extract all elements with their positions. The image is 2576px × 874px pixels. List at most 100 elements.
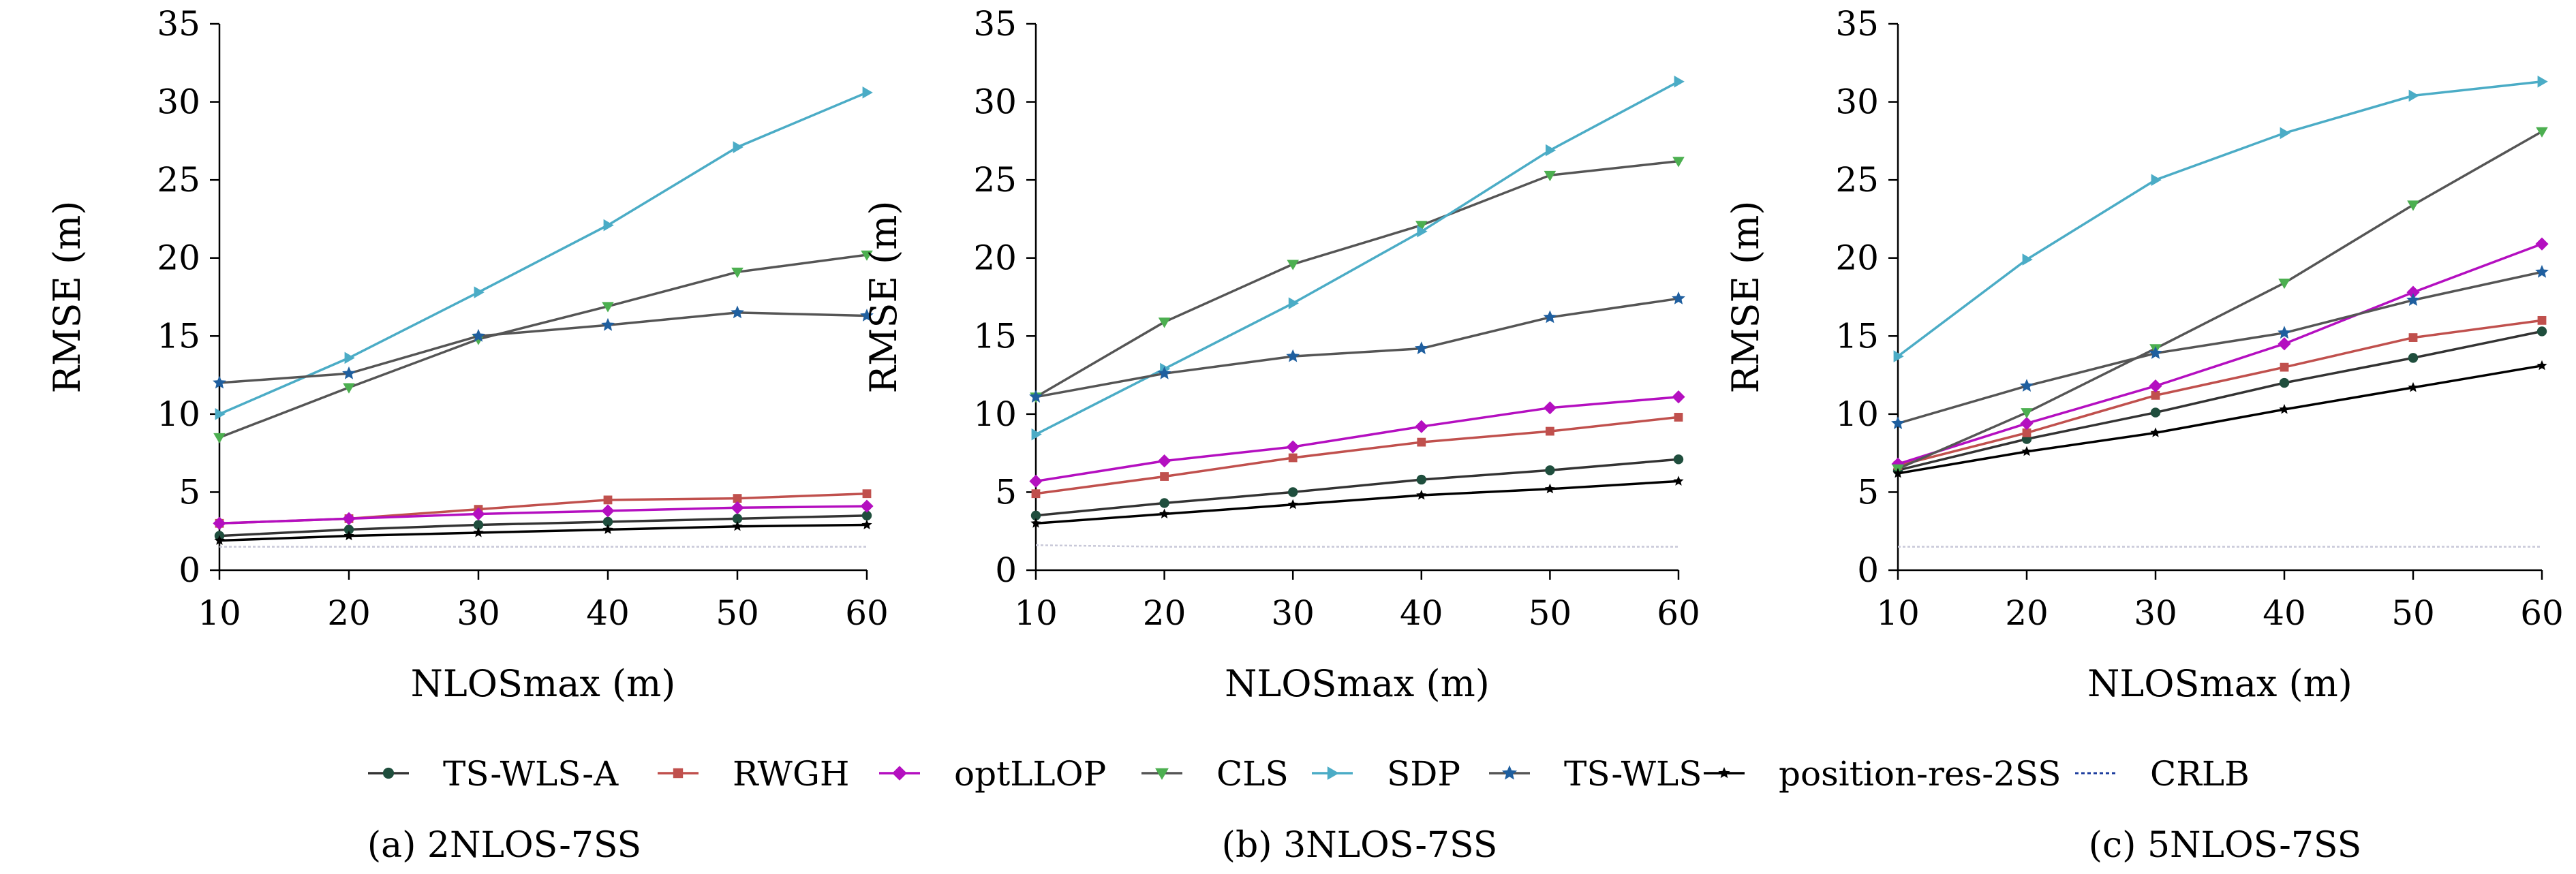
data-point-position-res-2ss xyxy=(1416,490,1427,500)
series-line-position-res-2ss xyxy=(1035,480,1679,525)
data-point-rwgh xyxy=(1160,472,1169,481)
chart-panel-2: 0 5 10 15 20 25 30 35 10 20 30 40 50 60 NLOSmax (m) RMS… xyxy=(862,4,1700,705)
x-axis-label: NLOSmax (m) xyxy=(411,662,676,705)
data-point-rwgh xyxy=(733,494,742,503)
series-cls xyxy=(213,250,873,444)
series-ts-wls xyxy=(1891,264,2549,429)
y-tick-label: 25 xyxy=(973,160,1017,200)
y-tick-label: 10 xyxy=(973,394,1017,434)
data-point-optllop xyxy=(1672,390,1685,404)
series-line-ts-wls-a xyxy=(219,514,868,537)
data-point-sdp xyxy=(2408,89,2419,102)
data-point-cls xyxy=(731,267,743,279)
x-tick-label: 10 xyxy=(1876,593,1920,633)
y-tick-label: 20 xyxy=(157,238,200,278)
data-point-rwgh xyxy=(862,489,872,499)
y-tick-label: 5 xyxy=(1857,472,1879,512)
data-point-ts-wls xyxy=(2278,326,2291,339)
data-point-ts-wls-a xyxy=(1673,454,1684,465)
y-tick-label: 5 xyxy=(179,472,200,512)
data-point-sdp xyxy=(1288,297,1299,309)
data-point-ts-wls xyxy=(2406,293,2420,306)
data-point-optllop xyxy=(1029,474,1043,488)
data-point-position-res-2ss xyxy=(2021,446,2032,456)
data-point-optllop xyxy=(2535,237,2549,251)
y-tick-label: 20 xyxy=(1835,238,1879,278)
legend-label: TS-WLS xyxy=(1564,754,1702,794)
data-point-cls xyxy=(602,302,614,313)
x-tick-label: 10 xyxy=(198,593,241,633)
legend-label: RWGH xyxy=(733,754,849,794)
x-tick-label: 40 xyxy=(2263,593,2306,633)
data-point-rwgh xyxy=(1674,413,1683,422)
data-point-rwgh xyxy=(603,495,613,505)
legend-marker xyxy=(1327,766,1339,780)
x-tick-label: 50 xyxy=(2391,593,2435,633)
data-point-ts-wls xyxy=(860,309,874,322)
legend-item-sdp: SDP xyxy=(1312,754,1460,794)
data-point-sdp xyxy=(603,219,614,232)
data-point-sdp xyxy=(344,352,355,364)
data-point-rwgh xyxy=(1288,453,1298,463)
data-point-ts-wls-a xyxy=(2279,377,2290,388)
data-point-sdp xyxy=(862,87,873,99)
data-point-ts-wls xyxy=(601,317,615,331)
y-tick-label: 5 xyxy=(995,472,1017,512)
data-point-position-res-2ss xyxy=(1159,508,1170,518)
data-point-ts-wls xyxy=(472,328,485,342)
data-point-sdp xyxy=(215,408,226,420)
data-point-position-res-2ss xyxy=(1673,475,1684,486)
captions: (a) 2NLOS-7SS (b) 3NLOS-7SS (c) 5NLOS-7SS xyxy=(367,825,2361,866)
data-point-rwgh xyxy=(1031,489,1041,499)
data-point-ts-wls-a xyxy=(1545,465,1555,475)
series-cls xyxy=(1892,127,2548,475)
data-point-ts-wls xyxy=(213,375,226,389)
y-tick-label: 0 xyxy=(1857,550,1879,590)
series-optllop xyxy=(1891,237,2549,471)
data-point-sdp xyxy=(2151,174,2162,186)
data-point-optllop xyxy=(1415,420,1428,433)
data-point-position-res-2ss xyxy=(343,530,354,541)
data-point-ts-wls-a xyxy=(1416,474,1426,485)
y-tick-label: 35 xyxy=(157,4,200,44)
series-sdp xyxy=(215,87,873,420)
series-ts-wls-a xyxy=(214,510,872,541)
x-axis-label: NLOSmax (m) xyxy=(1225,662,1490,705)
legend-item-ts-wls: TS-WLS xyxy=(1489,754,1702,794)
series-line-rwgh xyxy=(1897,319,2543,467)
data-point-sdp xyxy=(1417,225,1428,238)
data-point-sdp xyxy=(2280,127,2290,140)
series-line-ts-wls xyxy=(1897,270,2543,425)
x-tick-label: 60 xyxy=(2520,593,2564,633)
data-point-ts-wls-a xyxy=(2150,407,2161,418)
panel-caption-3: (c) 5NLOS-7SS xyxy=(2089,825,2362,866)
legend-marker xyxy=(1155,768,1169,780)
data-point-position-res-2ss xyxy=(1030,518,1041,528)
data-point-position-res-2ss xyxy=(602,524,613,534)
data-point-ts-wls-a xyxy=(473,520,484,530)
legend-marker xyxy=(892,766,907,781)
series-line-optllop xyxy=(1035,395,1679,483)
series-ts-wls xyxy=(213,305,874,389)
series-optllop xyxy=(213,499,874,530)
data-point-ts-wls-a xyxy=(2536,326,2547,337)
x-tick-label: 50 xyxy=(1529,593,1572,633)
data-point-rwgh xyxy=(2022,428,2031,437)
series-rwgh xyxy=(1031,413,1683,499)
data-point-ts-wls-a xyxy=(2408,353,2419,363)
legend-label: CLS xyxy=(1216,754,1289,794)
data-point-cls xyxy=(2407,200,2419,211)
legend-marker xyxy=(1718,767,1730,779)
data-point-cls xyxy=(1158,317,1171,328)
data-point-rwgh xyxy=(2151,390,2160,400)
data-point-cls xyxy=(1415,221,1428,232)
data-point-rwgh xyxy=(1546,426,1554,436)
series-rwgh xyxy=(215,489,872,528)
series-line-sdp xyxy=(1035,80,1679,436)
data-point-ts-wls-a xyxy=(343,525,354,535)
data-point-ts-wls xyxy=(731,305,744,319)
series-optllop xyxy=(1029,390,1685,488)
x-tick-label: 20 xyxy=(327,593,371,633)
data-point-optllop xyxy=(213,516,226,530)
x-tick-label: 20 xyxy=(2005,593,2049,633)
